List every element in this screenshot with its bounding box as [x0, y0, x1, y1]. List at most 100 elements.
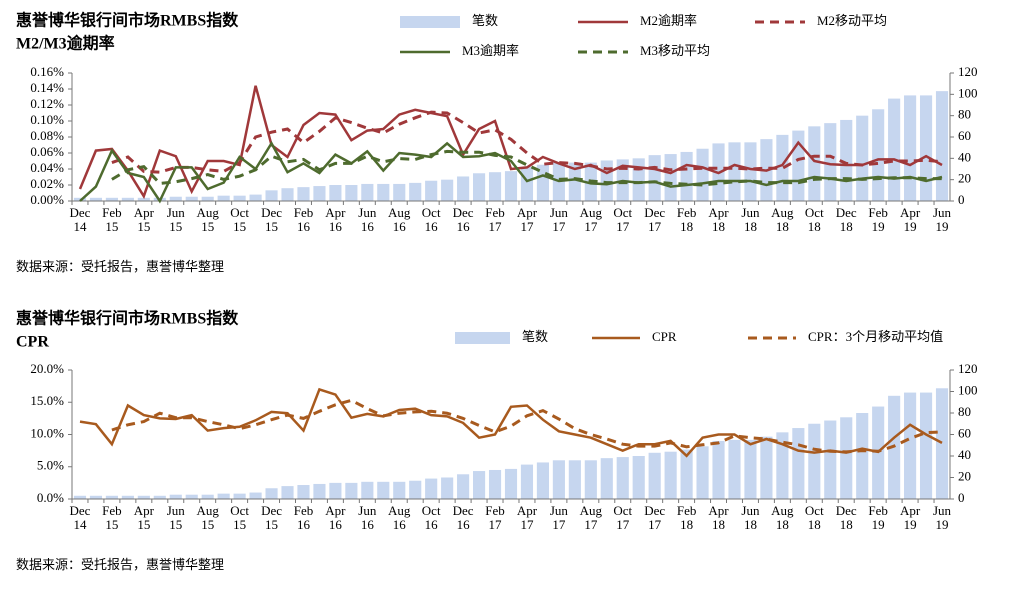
- bar: [616, 457, 629, 499]
- bar: [169, 196, 182, 201]
- bar: [345, 482, 358, 499]
- y-tick-label: 0.02%: [30, 176, 64, 191]
- bar: [856, 115, 869, 201]
- x-tick-label: Feb 18: [676, 205, 697, 234]
- bar: [249, 194, 262, 201]
- bar: [504, 171, 518, 201]
- bar: [377, 481, 390, 499]
- x-tick-label: Apr 16: [325, 205, 346, 234]
- x-tick-label: Oct 15: [230, 503, 249, 532]
- chart-title: 惠誉博华银行间市场RMBS指数: [16, 11, 239, 30]
- bar: [329, 185, 342, 201]
- bar: [185, 196, 198, 201]
- y-tick-label: 0.00%: [30, 192, 64, 207]
- bar: [89, 495, 103, 499]
- y2-tick-label: 120: [958, 64, 978, 79]
- bar: [680, 151, 693, 201]
- x-tick-label: Oct 16: [421, 503, 441, 532]
- source-note: 数据来源：受托报告，惠誉博华整理: [16, 259, 224, 274]
- legend-label: CPR：3个月移动平均值: [808, 329, 943, 344]
- x-tick-label: Apr 19: [899, 205, 921, 234]
- bar: [217, 493, 230, 499]
- y2-tick-label: 0: [958, 490, 965, 505]
- y-tick-label: 0.0%: [37, 490, 64, 505]
- x-tick-label: Feb 16: [293, 205, 314, 234]
- bar: [712, 440, 725, 499]
- bar: [153, 495, 166, 499]
- rate-line: [78, 85, 943, 200]
- moving-average-line: [111, 110, 943, 174]
- x-tick-label: Dec 15: [261, 205, 282, 234]
- bar: [457, 474, 470, 499]
- y-tick-label: 5.0%: [37, 458, 64, 473]
- bar: [584, 460, 597, 499]
- x-tick-label: Aug 17: [579, 503, 602, 532]
- moving-average-line: [111, 398, 943, 454]
- y2-tick-label: 120: [958, 361, 978, 376]
- bar: [488, 172, 502, 201]
- x-tick-label: Dec 18: [835, 503, 857, 532]
- x-tick-label: Dec 16: [452, 503, 474, 532]
- bar: [297, 485, 310, 499]
- x-tick-label: Feb 19: [868, 205, 888, 234]
- bar: [313, 483, 326, 499]
- bar: [425, 478, 438, 499]
- x-tick-label: Jun 19: [932, 205, 952, 234]
- legend-label: M2逾期率: [640, 13, 697, 28]
- bar: [632, 158, 645, 201]
- moving-average-line: [111, 149, 942, 187]
- bar: [664, 154, 677, 201]
- x-tick-label: Feb 16: [293, 503, 314, 532]
- bar: [520, 464, 534, 499]
- bar: [792, 428, 805, 499]
- x-tick-label: Dec 15: [261, 503, 282, 532]
- bar: [664, 451, 677, 499]
- bar: [552, 460, 565, 499]
- y-tick-label: 15.0%: [30, 393, 64, 408]
- bar: [249, 492, 262, 499]
- bar: [105, 495, 118, 499]
- bar: [840, 417, 853, 499]
- x-tick-label: Jun 15: [166, 205, 185, 234]
- x-tick-label: Aug 16: [388, 205, 411, 234]
- bar: [89, 197, 103, 201]
- bar: [345, 185, 358, 201]
- bar: [409, 480, 422, 499]
- bar: [409, 182, 422, 201]
- x-tick-label: Dec 14: [69, 503, 91, 532]
- y2-tick-label: 100: [958, 382, 978, 397]
- bar: [233, 195, 246, 201]
- bar: [265, 488, 278, 499]
- y2-tick-label: 80: [958, 107, 971, 122]
- x-tick-label: Apr 15: [133, 503, 154, 532]
- legend-swatch: [400, 16, 460, 28]
- x-tick-label: Apr 17: [516, 503, 538, 532]
- chart-subtitle: M2/M3逾期率: [16, 34, 115, 53]
- legend-label: 笔数: [472, 13, 498, 28]
- x-tick-label: Feb 15: [102, 205, 122, 234]
- bar: [441, 179, 454, 201]
- bar: [393, 481, 406, 499]
- bar: [121, 495, 134, 499]
- y2-tick-label: 40: [958, 447, 971, 462]
- y2-tick-label: 20: [958, 468, 971, 483]
- y-tick-label: 0.16%: [30, 64, 64, 79]
- bar: [760, 436, 773, 499]
- y-tick-label: 20.0%: [30, 361, 64, 376]
- x-tick-label: Aug 15: [196, 503, 219, 532]
- x-tick-label: Jun 16: [358, 503, 377, 532]
- x-tick-label: Oct 15: [230, 205, 249, 234]
- bar: [935, 388, 949, 499]
- bar: [329, 482, 342, 499]
- x-tick-label: Dec 17: [644, 205, 666, 234]
- chart-title: 惠誉博华银行间市场RMBS指数: [16, 309, 239, 328]
- bar: [441, 477, 454, 499]
- bar: [504, 468, 518, 499]
- bar: [919, 392, 933, 499]
- x-tick-label: Apr 18: [708, 205, 729, 234]
- bar: [696, 446, 709, 499]
- bar: [632, 456, 645, 499]
- x-tick-label: Apr 16: [325, 503, 346, 532]
- bar: [201, 196, 214, 201]
